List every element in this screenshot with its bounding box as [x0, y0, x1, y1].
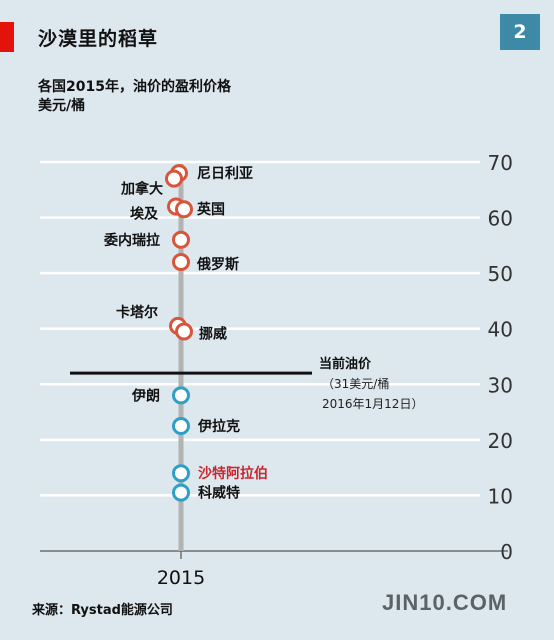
- data-point-marker: [172, 464, 190, 483]
- data-point-label: 埃及: [130, 205, 159, 222]
- chart-number-badge: 2: [500, 14, 540, 50]
- chart-subtitle: 各国2015年，油价的盈利价格 美元/桶: [38, 78, 231, 116]
- data-point-marker: [175, 200, 193, 219]
- y-tick-label: 30: [488, 373, 513, 397]
- data-point-label: 伊拉克: [197, 418, 240, 435]
- y-tick-label: 70: [488, 151, 513, 175]
- y-tick-label: 20: [488, 429, 513, 453]
- watermark-logo: JIN10.COM: [382, 590, 508, 615]
- data-point-label: 科威特: [198, 485, 240, 502]
- source-note: 来源：Rystad能源公司: [32, 603, 173, 618]
- y-tick-label: 10: [488, 484, 513, 508]
- data-point-marker: [165, 169, 183, 188]
- chart-title: 沙漠里的稻草: [38, 28, 159, 50]
- data-point-label: 挪威: [199, 325, 227, 342]
- current-price-note: （31美元/桶: [322, 376, 389, 391]
- y-tick-label: 50: [488, 262, 513, 286]
- data-point-label: 沙特阿拉伯: [198, 465, 268, 482]
- y-tick-label: 40: [488, 318, 513, 342]
- subtitle-line: 各国2015年，油价的盈利价格: [38, 79, 231, 95]
- data-point-label: 卡塔尔: [116, 304, 158, 321]
- current-price-note: 2016年1月12日）: [322, 397, 423, 411]
- data-point-marker: [175, 322, 193, 341]
- data-point-marker: [172, 416, 190, 435]
- data-point-label: 俄罗斯: [196, 256, 239, 273]
- data-point-marker: [172, 253, 190, 272]
- data-point-label: 尼日利亚: [197, 165, 253, 182]
- y-unit-label: 美元/桶: [38, 98, 86, 114]
- y-tick-label: 0: [500, 540, 513, 564]
- data-point-label: 加拿大: [120, 181, 163, 198]
- data-point-marker: [172, 483, 190, 502]
- data-point-marker: [172, 230, 190, 249]
- accent-red-bar: [0, 22, 14, 52]
- data-point-label: 英国: [196, 201, 225, 218]
- current-price-label: 当前油价: [319, 356, 372, 372]
- x-tick-label: 2015: [157, 567, 205, 589]
- data-point-label: 委内瑞拉: [103, 232, 160, 249]
- y-tick-label: 60: [488, 207, 513, 231]
- data-point-marker: [172, 386, 190, 405]
- data-point-label: 伊朗: [131, 387, 160, 404]
